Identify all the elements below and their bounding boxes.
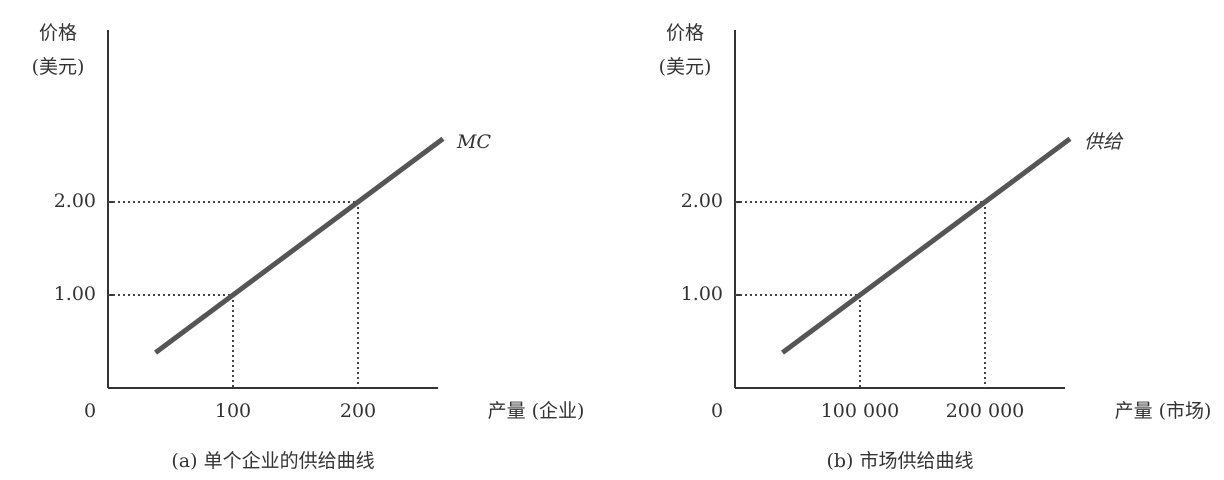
x-tick-label: 100 000: [821, 400, 900, 422]
x-tick-label: 200: [340, 400, 376, 422]
line-series: [154, 136, 445, 355]
y-tick-label: 1.00: [681, 283, 723, 305]
caption: (a) 单个企业的供给曲线: [171, 450, 374, 472]
x-axis-label: 产量 (市场): [1115, 400, 1212, 422]
x-tick-label: 200 000: [946, 400, 1025, 422]
y-tick-label: 1.00: [54, 283, 96, 305]
x-tick-label: 0: [711, 400, 723, 422]
caption: (b) 市场供给曲线: [826, 450, 973, 472]
y-tick-label: 2.00: [54, 190, 96, 212]
y-tick-label: 2.00: [681, 190, 723, 212]
y-axis-label: 价格: [666, 22, 704, 44]
x-axis-label: 产量 (企业): [488, 400, 585, 422]
y-axis-label: (美元): [659, 56, 712, 78]
line-series: [781, 136, 1072, 355]
series-label: 供给: [1084, 131, 1124, 153]
series-label: MC: [456, 131, 491, 153]
x-tick-label: 0: [84, 400, 96, 422]
y-axis-label: (美元): [32, 56, 85, 78]
y-axis-label: 价格: [39, 22, 77, 44]
x-tick-label: 100: [215, 400, 251, 422]
